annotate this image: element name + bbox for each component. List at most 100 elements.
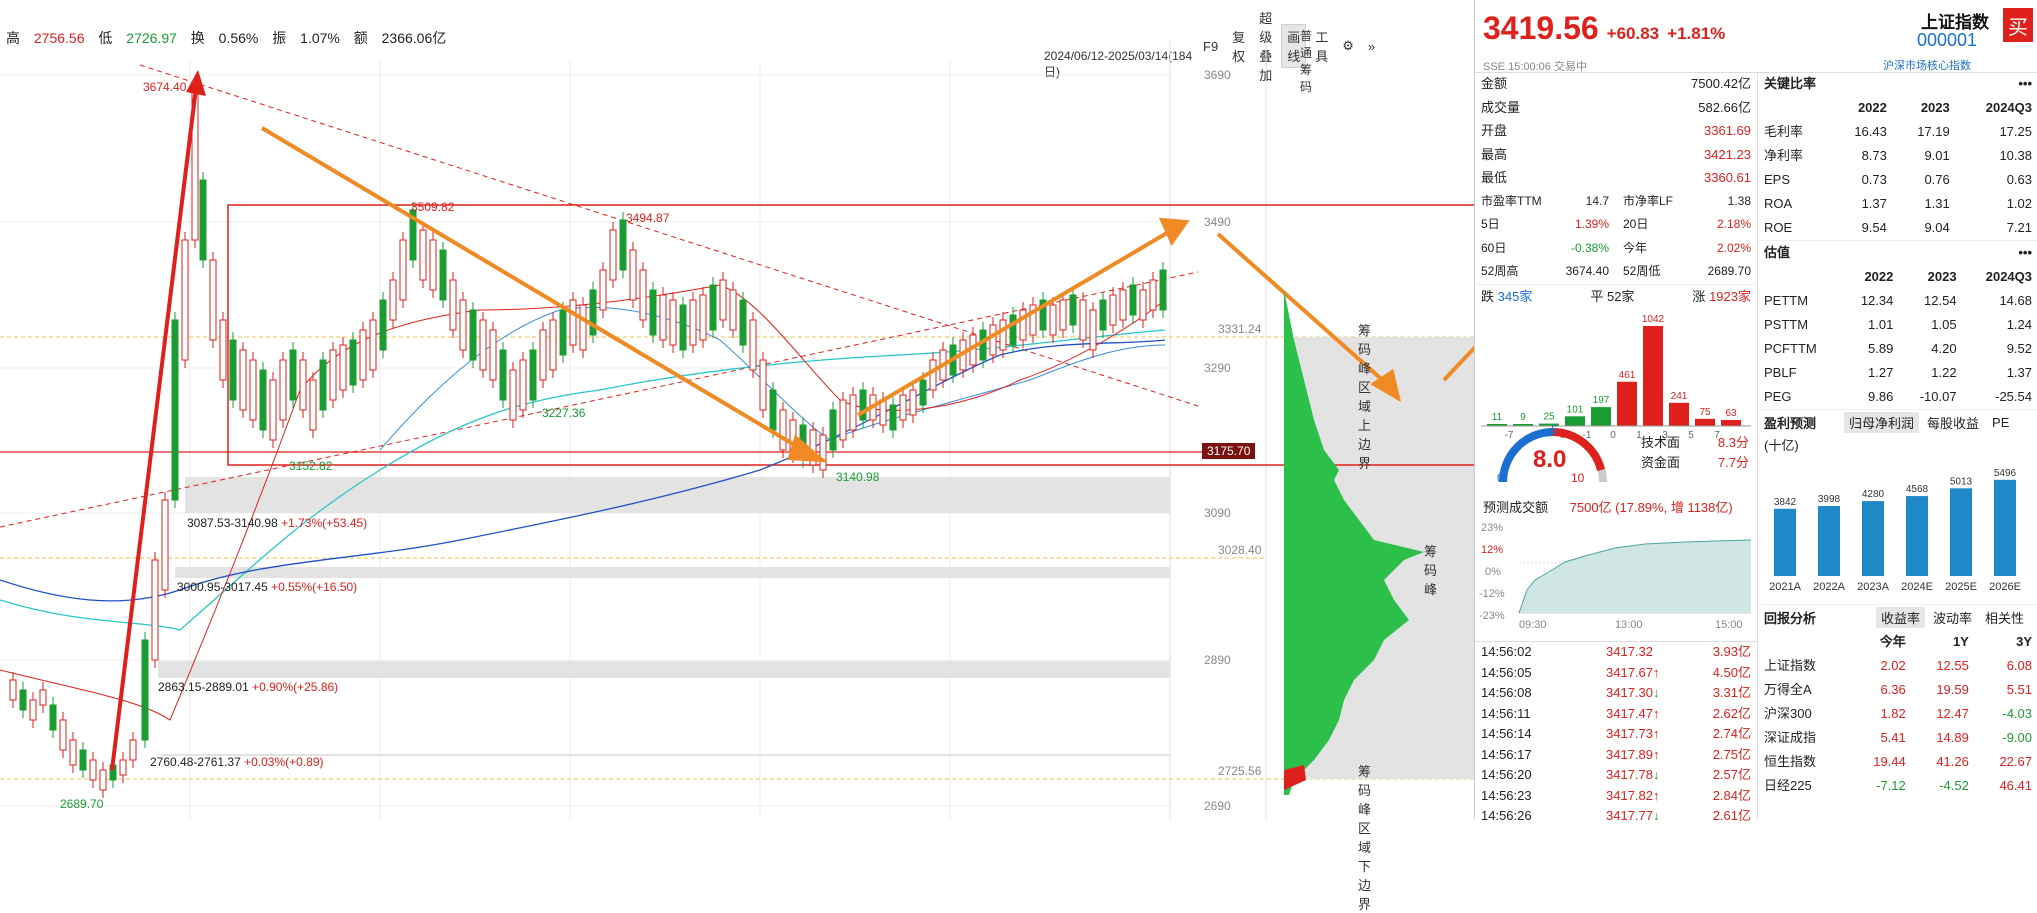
candle-body — [259, 369, 267, 431]
high2-label: 3509.82 — [411, 200, 455, 214]
candle-body — [499, 349, 507, 401]
candle-body — [141, 639, 149, 741]
forecast-bar — [1774, 508, 1796, 576]
candle-body — [649, 289, 657, 336]
candle-body — [209, 259, 217, 341]
dist-axis-label: 5 — [1688, 430, 1694, 441]
dist-bar-label: 1042 — [1642, 314, 1665, 325]
tab-correlation[interactable]: 相关性 — [1984, 611, 2024, 626]
candle-body — [269, 379, 277, 441]
candle-body — [181, 239, 189, 361]
kline-chart-area[interactable]: 高 2756.56 低 2726.97 换 0.56% 振 1.07% 额 23… — [0, 0, 1474, 912]
low2-label: 3227.36 — [542, 406, 586, 420]
dist-bar — [1643, 326, 1663, 426]
high-value: 2756.56 — [33, 30, 85, 46]
candle-body — [509, 369, 517, 421]
tab-net-profit[interactable]: 归母净利润 — [1844, 412, 1920, 433]
forecast-category-label: 2023A — [1857, 581, 1889, 593]
amplitude-label: 振 — [272, 30, 287, 46]
candle-body — [579, 304, 587, 351]
tools-button[interactable]: 工具 — [1315, 30, 1329, 64]
axis-3028: 3028.40 — [1218, 543, 1262, 557]
axis-3490: 3490 — [1204, 215, 1231, 229]
candle-body — [689, 299, 697, 346]
candle-body — [749, 319, 757, 371]
trade-row: 14:56:26 3417.77 ↓ 2.61亿 — [1481, 808, 1751, 823]
gauge-max: 10 — [1571, 471, 1585, 485]
chip-upper-label: 筹码峰区域上边界 — [1358, 323, 1372, 471]
tab-returns[interactable]: 收益率 — [1875, 607, 1925, 628]
candle-body — [9, 679, 17, 701]
draw-button[interactable]: 画线 — [1281, 24, 1307, 68]
forecast-bar — [1906, 496, 1928, 576]
table-row: 上证指数 2.02 12.55 6.08 — [1764, 658, 2032, 673]
candle-body — [1059, 299, 1067, 331]
candle-body — [669, 299, 677, 346]
candle-body — [319, 359, 327, 411]
candle-body — [89, 759, 97, 781]
candle-body — [151, 559, 159, 661]
table-row: EPS 0.73 0.76 0.63 — [1764, 172, 2032, 187]
gauge-mid: 5 — [1551, 423, 1558, 437]
collapse-icon[interactable]: » — [1367, 38, 1376, 54]
index-code: 000001 — [1917, 30, 1978, 50]
candle-body — [1049, 304, 1057, 336]
candle-body — [819, 434, 827, 471]
exchange: SSE — [1483, 61, 1506, 73]
index-category-link[interactable]: 沪深市场核心指数 — [1883, 60, 1971, 72]
axis-3690: 3690 — [1204, 68, 1231, 82]
candle-body — [489, 329, 497, 381]
chip-mode-label[interactable]: 普通筹码 — [1300, 29, 1313, 94]
gap1-label: 3087.53-3140.98 +1.73%(+53.45) — [187, 516, 368, 530]
dist-bar — [1617, 381, 1637, 426]
candle-body — [339, 344, 347, 391]
forecast-bar-chart: 3842 2021A 3998 2022A 4280 2023A 4568 2024E 5013… — [1769, 468, 2021, 593]
candle-body — [519, 359, 527, 411]
candle-body — [249, 359, 257, 421]
score-gauge: 5 0 10 8.0 技术面 8.3分 资金面 7.7分 — [1497, 423, 1749, 485]
axis-3331: 3331.24 — [1218, 322, 1262, 336]
candle-body — [239, 349, 247, 411]
gear-icon[interactable]: ⚙ — [1342, 38, 1354, 53]
candle-body — [429, 239, 437, 291]
axis-3290: 3290 — [1204, 361, 1231, 375]
trade-row: 14:56:02 3417.32 3.93亿 — [1481, 644, 1751, 659]
stat-row: 金额 7500.42亿 — [1481, 76, 1751, 91]
restore-button[interactable]: 复权 — [1232, 30, 1246, 64]
f9-button[interactable]: F9 — [1203, 38, 1219, 54]
candle-body — [69, 739, 77, 766]
forecast-bar-label: 5496 — [1994, 468, 2017, 479]
forecast-category-label: 2022A — [1813, 581, 1845, 593]
candle-body — [569, 299, 577, 346]
candle-body — [359, 329, 367, 381]
quote-change-pct: +1.81% — [1667, 24, 1726, 43]
low-value: 2726.97 — [126, 30, 177, 46]
dist-bar — [1669, 402, 1689, 426]
tab-pe[interactable]: PE — [1992, 415, 2010, 430]
dist-bar-label: 461 — [1619, 370, 1636, 381]
candle-body — [419, 229, 427, 281]
candle-body — [129, 739, 137, 761]
candle-body — [289, 349, 297, 401]
candle-body — [699, 294, 707, 341]
axis-2725: 2725.56 — [1218, 764, 1262, 778]
table-row: PCFTTM 5.89 4.20 9.52 — [1764, 341, 2032, 356]
amplitude-value: 1.07% — [300, 30, 340, 46]
dist-bar-label: 241 — [1671, 391, 1688, 402]
trade-row: 14:56:05 3417.67 ↑ 4.50亿 — [1481, 664, 1751, 680]
candle-body — [19, 689, 27, 711]
tab-eps[interactable]: 每股收益 — [1927, 416, 1980, 431]
tab-volatility[interactable]: 波动率 — [1932, 611, 1972, 626]
candle-body — [779, 409, 787, 451]
dist-axis-label: -7 — [1505, 430, 1514, 441]
stat2-row: 60日 -0.38% 今年 2.02% — [1481, 240, 1751, 255]
chip-profile — [1284, 290, 1424, 795]
forecast-category-label: 2026E — [1989, 581, 2021, 593]
buy-button[interactable]: 买 — [2003, 8, 2033, 42]
dist-axis-label: -1 — [1583, 430, 1592, 441]
candle-body — [309, 379, 317, 431]
forecast-category-label: 2024E — [1901, 581, 1933, 593]
candle-body — [171, 319, 179, 501]
fundamentals-column: 关键比率 ••• 2022 2023 2024Q3 毛利率 16.43 17.19 17.25… — [1757, 72, 2037, 819]
forecast-bar-label: 4280 — [1862, 489, 1885, 500]
